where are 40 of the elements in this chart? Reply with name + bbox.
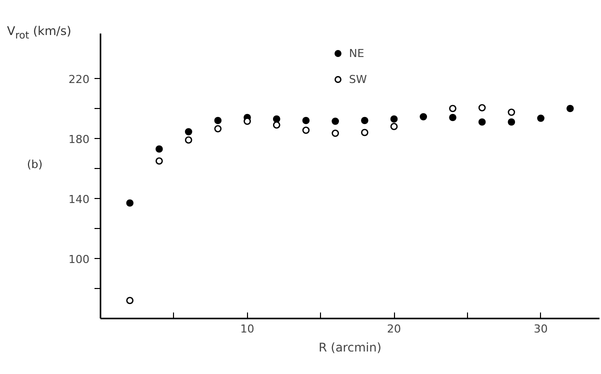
point (184, 128, 192, 136)
point (390, 122, 398, 130)
point (214, 116, 222, 124)
point (184, 136, 192, 144)
x-axis-title: R (arcmin) (318, 340, 382, 354)
legend-label: NE (349, 46, 366, 60)
point (361, 116, 368, 124)
point (244, 118, 251, 125)
point (272, 121, 280, 129)
point (449, 114, 456, 122)
point (272, 115, 280, 123)
point (126, 296, 134, 304)
point (508, 118, 516, 126)
point (361, 128, 368, 136)
x-tick-label: 10 (240, 322, 254, 336)
point (566, 104, 574, 112)
legend-label: SW (349, 72, 368, 86)
point (420, 113, 428, 120)
point (302, 116, 310, 124)
point (156, 157, 163, 165)
point (156, 145, 163, 153)
text: (b) (27, 157, 43, 173)
point (390, 115, 398, 123)
point (537, 114, 544, 122)
point (214, 125, 222, 132)
point (332, 118, 339, 125)
point (126, 199, 134, 207)
x-tick-label: 20 (387, 322, 402, 336)
point (332, 130, 339, 137)
y-axis-title: V$_{rot}$ (km/s) (7, 23, 72, 44)
y-tick-label: 140 (68, 193, 90, 206)
point (302, 126, 310, 134)
y-tick-label: 180 (68, 133, 90, 146)
y-tick-label: 220 (68, 73, 90, 86)
x-tick-label: 30 (534, 322, 548, 336)
y-tick-label: 100 (68, 253, 90, 266)
point (508, 108, 516, 116)
point (478, 104, 486, 112)
point (449, 104, 456, 112)
point (478, 118, 486, 126)
